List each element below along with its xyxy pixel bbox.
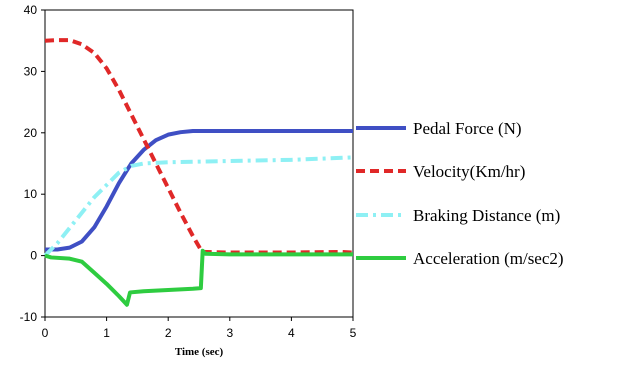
- x-tick-label: 5: [350, 326, 357, 340]
- x-tick-label: 1: [103, 326, 110, 340]
- series-line-3: [44, 248, 353, 307]
- legend-label-2: Braking Distance (m): [413, 206, 560, 225]
- legend-label-3: Acceleration (m/sec2): [413, 249, 564, 268]
- legend: Pedal Force (N) Velocity(Km/hr) Braking Di…: [356, 119, 564, 268]
- x-tick-label: 4: [288, 326, 295, 340]
- y-tick-label: 0: [30, 249, 37, 263]
- x-tick-label: 0: [42, 326, 49, 340]
- x-axis: 0 1 2 3 4 5: [42, 317, 357, 340]
- y-tick-label: 40: [24, 3, 38, 17]
- x-tick-label: 2: [165, 326, 172, 340]
- y-axis: -10 0 10 20 30 40: [20, 3, 45, 324]
- y-tick-label: -10: [20, 310, 38, 324]
- series-layer: [43, 38, 354, 307]
- y-tick-label: 20: [24, 126, 38, 140]
- series-line-1: [44, 38, 354, 255]
- x-tick-label: 3: [226, 326, 233, 340]
- y-tick-label: 30: [24, 64, 38, 78]
- y-tick-label: 10: [24, 187, 38, 201]
- legend-label-0: Pedal Force (N): [413, 119, 522, 138]
- series-line-2: [43, 155, 354, 258]
- series-line-0: [45, 128, 353, 252]
- legend-label-1: Velocity(Km/hr): [413, 162, 525, 181]
- x-axis-label: Time (sec): [175, 346, 224, 358]
